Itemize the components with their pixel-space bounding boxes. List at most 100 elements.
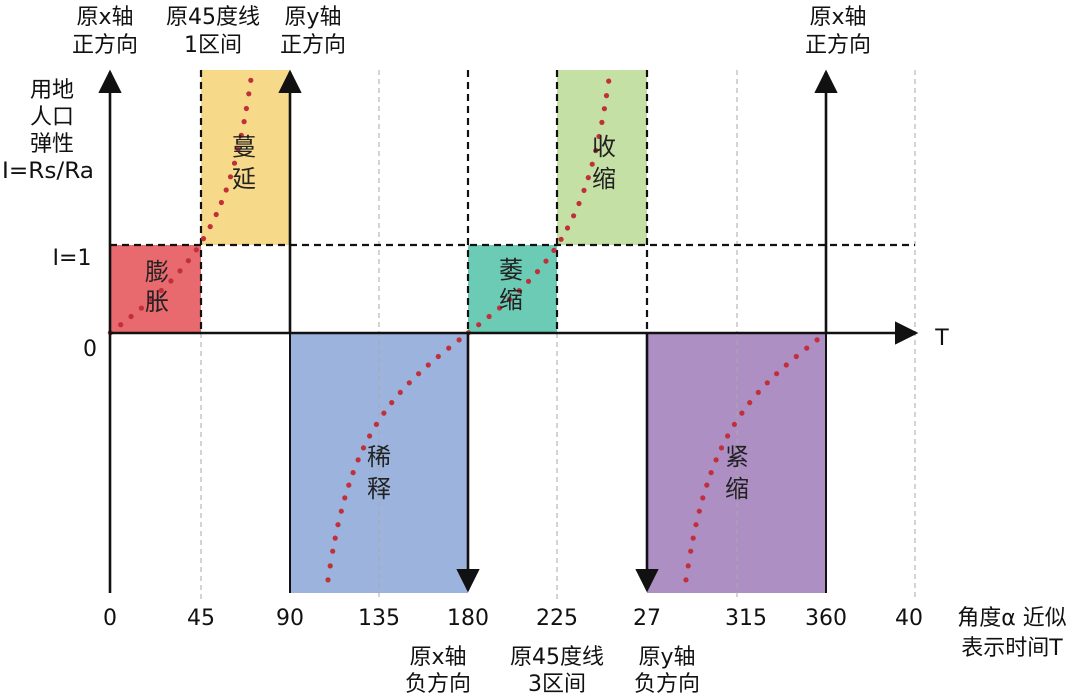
elasticity-curve <box>107 77 820 583</box>
curve-dot <box>207 224 213 230</box>
region-label: 稀 <box>367 443 391 471</box>
curve-dot <box>516 288 522 294</box>
curve-dot <box>218 199 224 206</box>
curve-dot <box>346 482 352 488</box>
curve-dot <box>223 187 229 193</box>
curve-dot <box>200 236 207 242</box>
curve-dot <box>332 535 338 541</box>
curve-dot <box>243 105 249 112</box>
curve-dot <box>774 371 780 377</box>
svg-text:正方向: 正方向 <box>280 33 346 58</box>
curve-dot <box>593 147 599 154</box>
curve-dot <box>227 174 234 180</box>
svg-text:原x轴: 原x轴 <box>809 5 866 30</box>
x-tick: 225 <box>536 606 578 631</box>
curve-dot <box>690 535 696 541</box>
curve-dot <box>585 175 591 181</box>
svg-text:原45度线: 原45度线 <box>510 645 604 670</box>
curve-dot <box>177 268 183 274</box>
region-label: 膨 <box>145 258 169 286</box>
x-tick: 40 <box>895 606 923 631</box>
curve-dot <box>783 362 789 368</box>
x-tick-labels: 0 45 90 135 180 225 27 315 360 40 <box>103 606 923 631</box>
curve-dot <box>235 146 241 152</box>
svg-text:弹性: 弹性 <box>30 132 74 157</box>
svg-text:正方向: 正方向 <box>72 33 138 58</box>
curve-dot <box>213 211 219 218</box>
region-label: 缩 <box>499 286 523 314</box>
black-dashed-lines <box>110 70 915 333</box>
curve-dot <box>764 380 770 386</box>
bottom-annotations: 原x轴 负方向 原45度线 3区间 原y轴 负方向 <box>405 645 700 696</box>
curve-dot <box>476 322 482 328</box>
svg-text:表示时间T: 表示时间T <box>961 636 1063 661</box>
curve-dot <box>718 445 725 451</box>
svg-text:原y轴: 原y轴 <box>638 645 695 670</box>
curve-dot <box>381 410 387 416</box>
region-label: 胀 <box>145 288 169 316</box>
curve-dot <box>373 421 379 427</box>
curve-dot <box>739 410 745 416</box>
region-expansion <box>110 245 201 333</box>
x-axis-end-label: T <box>934 326 949 351</box>
svg-text:3区间: 3区间 <box>528 672 586 696</box>
region-label: 蔓 <box>232 133 256 161</box>
curve-dot <box>596 133 602 140</box>
curve-dot <box>564 225 571 231</box>
region-label: 萎 <box>499 256 523 284</box>
x-tick: 360 <box>805 606 847 631</box>
x-tick: 315 <box>725 606 767 631</box>
x-tick: 135 <box>358 606 400 631</box>
svg-text:人口: 人口 <box>30 105 74 130</box>
curve-dot <box>367 433 373 439</box>
region-label: 缩 <box>592 165 616 193</box>
curve-dot <box>425 362 431 368</box>
x-tick: 27 <box>633 606 661 631</box>
curve-dot <box>683 577 689 583</box>
svg-text:负方向: 负方向 <box>634 672 700 696</box>
curve-dot <box>435 353 441 360</box>
top-annotations: 原x轴 正方向 原45度线 1区间 原y轴 正方向 原x轴 正方向 <box>72 5 871 58</box>
curve-dot <box>571 213 577 219</box>
curve-dot <box>599 119 605 125</box>
curve-dot <box>581 187 587 193</box>
curve-dot <box>325 577 331 583</box>
curve-dot <box>241 119 247 125</box>
curve-dot <box>603 93 610 99</box>
svg-text:原x轴: 原x轴 <box>409 645 466 670</box>
curve-dot <box>804 345 810 351</box>
curve-dot <box>335 522 341 528</box>
curve-dot <box>389 400 395 406</box>
curve-dot <box>551 247 557 253</box>
curve-dot <box>342 495 348 501</box>
curve-dot <box>601 106 608 112</box>
curve-dot <box>350 470 356 476</box>
curve-dot <box>747 400 753 406</box>
curve-dot <box>148 297 154 303</box>
curve-dot <box>543 258 549 264</box>
svg-text:原y轴: 原y轴 <box>284 5 341 30</box>
curve-dot <box>397 389 403 395</box>
curve-dot <box>338 508 344 514</box>
region-label: 紧 <box>725 443 749 471</box>
curve-dot <box>725 433 731 439</box>
region-label: 释 <box>367 475 391 503</box>
curve-dot <box>238 132 244 138</box>
curve-dot <box>696 508 702 514</box>
x-tick: 90 <box>276 606 304 631</box>
curve-dot <box>704 482 710 488</box>
curve-dot <box>688 548 694 554</box>
region-label: 缩 <box>725 475 749 503</box>
curve-dot <box>589 161 595 167</box>
region-label: 延 <box>232 165 256 193</box>
region-label: 收 <box>592 133 616 161</box>
curve-dot <box>416 371 422 377</box>
svg-text:I=Rs/Ra: I=Rs/Ra <box>2 159 94 184</box>
curve-dot <box>231 160 238 166</box>
region-labels: 膨 胀 蔓 延 稀 释 萎 缩 收 缩 紧 缩 <box>145 133 749 503</box>
x-tick: 180 <box>447 606 489 631</box>
svg-text:用地: 用地 <box>30 78 74 103</box>
curve-dot <box>118 322 124 328</box>
